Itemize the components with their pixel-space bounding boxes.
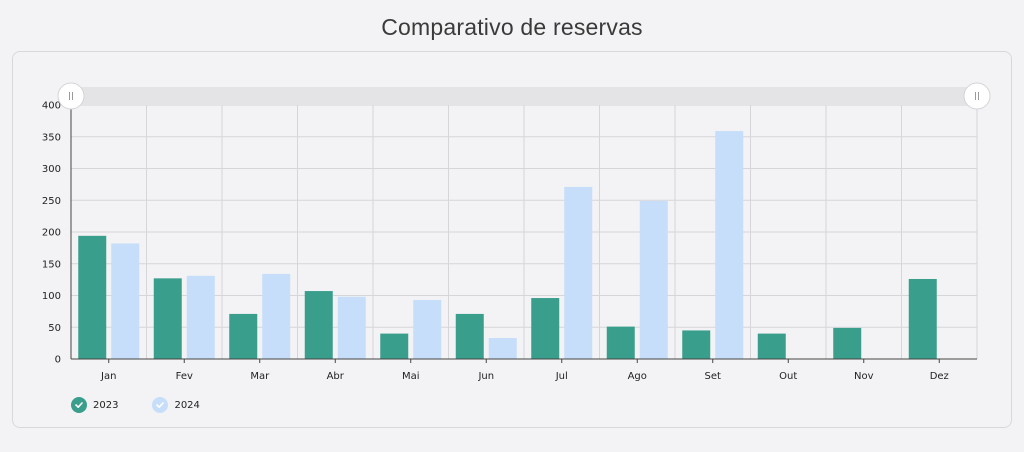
legend-item-2023[interactable]: 2023 (71, 397, 118, 413)
y-tick-label: 400 (42, 101, 61, 112)
bar-2023-out[interactable] (757, 333, 786, 359)
y-tick-label: 50 (48, 323, 61, 334)
x-tick-label: Jun (477, 371, 494, 382)
grip-icon (69, 92, 73, 100)
y-tick-label: 300 (42, 164, 61, 175)
zoom-scrollbar[interactable] (71, 87, 977, 105)
x-tick-label: Mai (402, 371, 420, 382)
x-tick-label: Dez (930, 371, 949, 382)
bar-2023-jul[interactable] (531, 298, 560, 359)
bar-2023-ago[interactable] (606, 326, 635, 359)
bar-2024-jul[interactable] (564, 186, 593, 359)
bar-2023-jan[interactable] (78, 235, 107, 359)
x-tick-label: Out (779, 371, 797, 382)
x-tick-label: Mar (250, 371, 270, 382)
x-tick-label: Jan (100, 371, 116, 382)
x-tick-label: Abr (327, 371, 345, 382)
y-tick-label: 200 (42, 228, 61, 239)
zoom-handle-left[interactable] (57, 82, 85, 110)
bar-2023-dez[interactable] (908, 278, 937, 359)
legend-label-2023: 2023 (93, 399, 119, 411)
x-tick-label: Fev (176, 371, 193, 382)
x-tick-label: Ago (628, 371, 647, 382)
y-tick-label: 150 (42, 259, 61, 270)
bar-2024-ago[interactable] (639, 200, 668, 359)
x-tick-label: Jul (555, 371, 568, 382)
bar-2023-mar[interactable] (229, 313, 258, 359)
bar-2024-fev[interactable] (186, 275, 215, 359)
check-icon (71, 397, 87, 413)
bar-2024-jun[interactable] (488, 338, 517, 359)
zoom-handle-right[interactable] (963, 82, 991, 110)
legend-label-2024: 2024 (174, 399, 200, 411)
y-tick-label: 250 (42, 196, 61, 207)
bar-2024-mar[interactable] (262, 273, 291, 359)
chart-card: 0 50 100 150 200 250 300 350 400 Jan Fev Mar Abr Mai J… (12, 51, 1012, 428)
handle-knob (963, 82, 991, 110)
legend: 2023 2024 (71, 397, 200, 413)
y-tick-label: 350 (42, 132, 61, 143)
bar-2023-mai[interactable] (380, 333, 409, 359)
legend-item-2024[interactable]: 2024 (152, 397, 200, 413)
bar-2024-set[interactable] (715, 131, 744, 359)
grip-icon (975, 92, 979, 100)
x-tick-label: Set (705, 371, 722, 382)
y-tick-label: 0 (55, 355, 61, 366)
bar-2023-abr[interactable] (304, 291, 333, 359)
bar-2023-fev[interactable] (153, 278, 182, 359)
page-title: Comparativo de reservas (381, 14, 643, 40)
check-icon (152, 397, 169, 413)
bar-2023-jun[interactable] (455, 313, 484, 359)
handle-knob (57, 82, 85, 110)
bar-2024-mai[interactable] (413, 299, 442, 359)
y-tick-label: 100 (42, 291, 61, 302)
x-tick-label: Nov (854, 371, 874, 382)
bar-2023-nov[interactable] (833, 327, 862, 359)
bar-2024-jan[interactable] (111, 243, 140, 359)
bar-2024-abr[interactable] (337, 296, 366, 359)
bar-2023-set[interactable] (682, 330, 711, 359)
bar-chart: 0 50 100 150 200 250 300 350 400 Jan Fev Mar Abr Mai J… (42, 82, 991, 382)
